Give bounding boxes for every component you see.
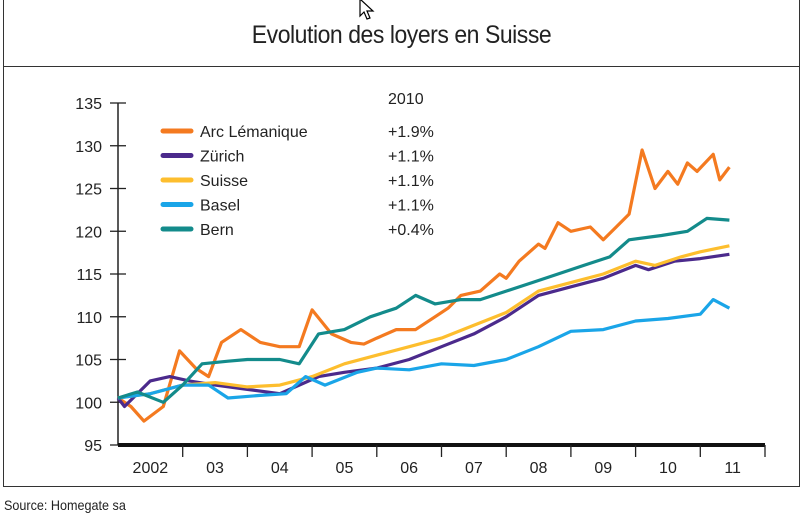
legend-label: Suisse — [200, 173, 248, 190]
y-tick-label: 125 — [75, 182, 102, 199]
legend-change: +1.1% — [388, 149, 434, 166]
series-line-suisse — [117, 244, 730, 400]
legend-change: +1.1% — [388, 173, 434, 190]
y-tick-label: 100 — [75, 395, 102, 412]
y-tick-label: 130 — [75, 139, 102, 156]
x-tick-label: 06 — [400, 460, 418, 477]
y-tick-label: 120 — [75, 224, 102, 241]
mouse-cursor-icon — [359, 0, 375, 20]
x-tick-label: 11 — [724, 460, 741, 477]
x-tick-label: 08 — [530, 460, 548, 477]
x-tick-label: 10 — [659, 460, 677, 477]
title-band: Evolution des loyers en Suisse — [4, 0, 799, 67]
legend-change: +1.1% — [388, 198, 434, 215]
legend-header: 2010 — [388, 91, 424, 108]
x-tick-label: 09 — [594, 460, 612, 477]
legend-label: Bern — [200, 222, 234, 239]
series-line-basel — [117, 298, 731, 400]
x-tick-label: 2002 — [133, 460, 169, 477]
series-line-arc-l-manique — [117, 148, 731, 423]
legend-label: Basel — [200, 198, 240, 215]
x-tick-label: 07 — [465, 460, 483, 477]
series-line-bern — [117, 216, 730, 404]
y-tick-label: 105 — [75, 353, 102, 370]
x-tick-label: 04 — [271, 460, 289, 477]
y-tick-label: 135 — [75, 96, 102, 113]
chart-frame: Evolution des loyers en Suisse — [3, 0, 800, 487]
x-tick-label: 03 — [206, 460, 224, 477]
source-note: Source: Homegate sa — [4, 497, 126, 513]
x-tick-label: 05 — [336, 460, 354, 477]
legend-label: Arc Lémanique — [200, 124, 308, 141]
legend-change: +0.4% — [388, 222, 434, 239]
legend-label: Zürich — [200, 149, 244, 166]
legend-change: +1.9% — [388, 124, 434, 141]
y-tick-label: 95 — [84, 438, 102, 455]
y-tick-label: 110 — [76, 310, 102, 327]
chart-title: Evolution des loyers en Suisse — [251, 21, 552, 49]
y-tick-label: 115 — [76, 267, 102, 284]
